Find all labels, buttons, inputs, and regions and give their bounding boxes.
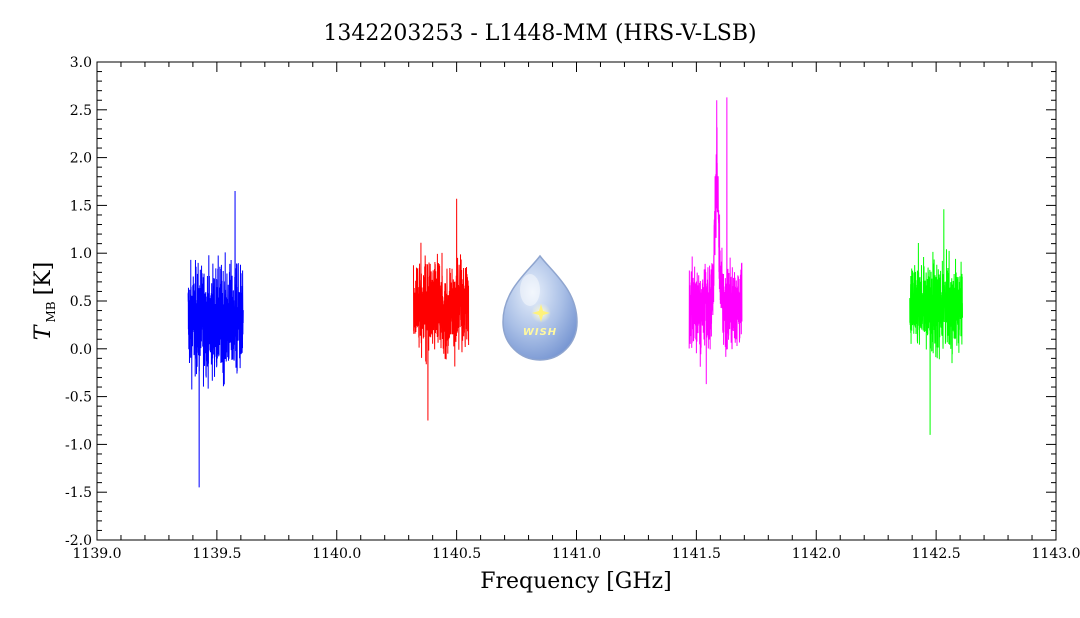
x-tick-label: 1139.0	[73, 546, 122, 562]
y-tick-label: -1.5	[65, 485, 92, 501]
series-line-3	[688, 97, 743, 385]
chart-title: 1342203253 - L1448-MM (HRS-V-LSB)	[323, 21, 756, 46]
y-tick-label: 1.0	[70, 246, 92, 262]
axis-ticks: 1139.0 1139.5 1140.0 1140.5 1141.0 1141.5 1142…	[65, 55, 1080, 562]
x-tick-label: 1140.0	[312, 546, 361, 562]
y-tick-label: 0.0	[70, 342, 92, 358]
series-line-4	[909, 209, 963, 435]
y-tick-label: 2.0	[70, 151, 92, 167]
logo-text: WISH	[523, 327, 557, 338]
series-layer	[187, 97, 963, 488]
y-axis-label: TMB [K]	[31, 262, 58, 340]
series-line-2	[412, 198, 470, 421]
x-tick-label: 1141.5	[672, 546, 721, 562]
y-tick-label: 2.5	[70, 103, 92, 119]
svg-text:TMB[K]: TMB [K]	[31, 262, 58, 340]
x-tick-label: 1142.0	[792, 546, 841, 562]
y-tick-label: 3.0	[70, 55, 92, 71]
drop-highlight	[520, 274, 540, 306]
y-axis-label-symbol: T	[31, 323, 56, 340]
star-icon	[532, 304, 550, 322]
wish-logo: WISH	[502, 254, 578, 361]
y-axis-label-subscript: MB	[44, 301, 58, 322]
series-line-1	[187, 191, 244, 488]
y-tick-label: -1.0	[65, 437, 92, 453]
x-tick-label: 1139.5	[192, 546, 241, 562]
y-tick-label: 1.5	[70, 198, 92, 214]
y-axis-label-unit: [K]	[31, 262, 56, 296]
x-tick-label: 1141.0	[552, 546, 601, 562]
x-tick-label: 1140.5	[432, 546, 481, 562]
y-tick-label: -2.0	[65, 533, 92, 549]
y-tick-label: -0.5	[65, 390, 92, 406]
x-axis-label: Frequency [GHz]	[480, 569, 672, 594]
y-tick-label: 0.5	[70, 294, 92, 310]
x-tick-label: 1142.5	[912, 546, 961, 562]
x-tick-label: 1143.0	[1032, 546, 1080, 562]
